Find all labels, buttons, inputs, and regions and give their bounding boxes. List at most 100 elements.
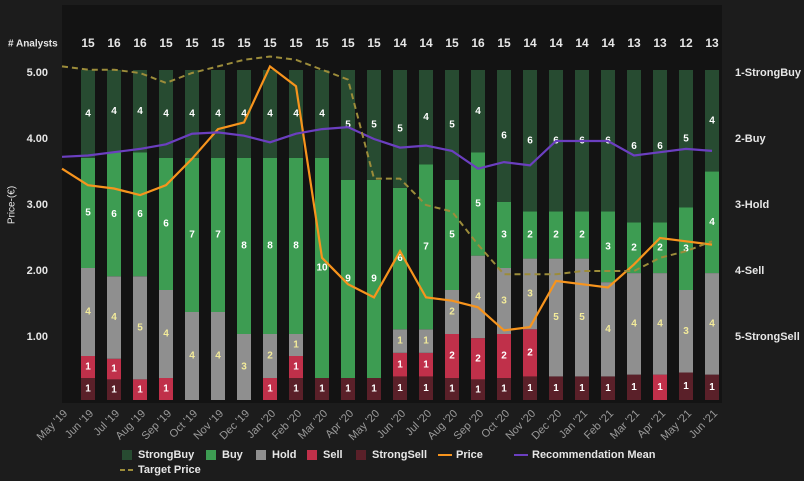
bar-segment [107, 152, 121, 277]
analyst-count: 15 [81, 36, 95, 50]
bar-label: 4 [85, 109, 91, 120]
bar-segment [159, 70, 173, 158]
legend-label: Price [456, 449, 483, 461]
bar-segment [341, 378, 355, 400]
bar-segment [419, 70, 433, 165]
bar-label: 2 [579, 230, 585, 241]
bar-segment [679, 207, 693, 290]
analyst-count: 15 [497, 36, 511, 50]
bar-label: 8 [241, 241, 247, 252]
bar-segment [705, 171, 719, 274]
bar-segment [185, 158, 199, 312]
analyst-count: 15 [263, 36, 277, 50]
bar-label: 5 [371, 120, 377, 131]
bar-label: 3 [605, 241, 611, 252]
bar-segment [419, 376, 433, 400]
bar-label: 1 [111, 384, 117, 395]
bar-label: 4 [475, 106, 481, 117]
bar-segment [159, 158, 173, 290]
bar-segment [575, 258, 589, 377]
bar-label: 1 [423, 336, 429, 347]
bar-label: 6 [397, 253, 403, 264]
bar-label: 1 [683, 381, 689, 392]
bar-label: 1 [397, 336, 403, 347]
bar-label: 2 [553, 230, 559, 241]
bar-segment [263, 334, 277, 378]
bar-segment [445, 180, 459, 290]
bar-label: 4 [215, 109, 221, 120]
bar-label: 4 [137, 106, 143, 117]
bar-label: 2 [501, 351, 507, 362]
bar-segment [263, 378, 277, 400]
bar-label: 1 [397, 359, 403, 370]
bar-label: 4 [605, 324, 611, 335]
y-tick-label: 4.00 [27, 133, 48, 145]
bar-label: 3 [683, 326, 689, 337]
bar-segment [341, 70, 355, 180]
bar-label: 10 [316, 263, 328, 274]
bar-segment [211, 70, 225, 158]
bar-segment [627, 273, 641, 375]
bar-segment [263, 70, 277, 158]
bar-label: 1 [657, 382, 663, 393]
bar-segment [497, 202, 511, 268]
bar-label: 1 [501, 384, 507, 395]
bar-segment [263, 158, 277, 334]
bar-label: 5 [475, 199, 481, 210]
bar-segment [81, 378, 95, 400]
legend-swatch [307, 450, 317, 460]
bar-segment [133, 379, 147, 400]
analyst-count: 14 [575, 36, 589, 50]
bar-label: 1 [631, 382, 637, 393]
bar-label: 6 [527, 135, 533, 146]
bar-segment [289, 334, 303, 356]
bar-segment [705, 374, 719, 400]
bar-label: 1 [293, 362, 299, 373]
bar-segment [289, 356, 303, 378]
bar-segment [471, 255, 485, 339]
bar-label: 6 [163, 219, 169, 230]
bar-segment [159, 290, 173, 378]
bar-label: 7 [423, 241, 429, 252]
legend-label: Recommendation Mean [532, 449, 656, 461]
analyst-count: 16 [133, 36, 147, 50]
bar-label: 4 [267, 109, 273, 120]
bar-label: 1 [371, 384, 377, 395]
bar-segment [471, 379, 485, 400]
bar-segment [601, 376, 615, 400]
bar-label: 2 [657, 242, 663, 253]
bar-label: 2 [449, 307, 455, 318]
bar-label: 5 [579, 312, 585, 323]
bar-label: 1 [475, 384, 481, 395]
bar-label: 2 [475, 353, 481, 364]
bar-segment [497, 378, 511, 400]
bar-segment [107, 70, 121, 153]
legend-swatch [356, 450, 366, 460]
bar-segment [497, 334, 511, 378]
y-tick-label: 3.00 [27, 199, 48, 211]
bar-label: 7 [189, 230, 195, 241]
bar-segment [679, 290, 693, 373]
legend-swatch [206, 450, 216, 460]
bar-label: 1 [527, 383, 533, 394]
bar-label: 1 [137, 384, 143, 395]
y2-tick-label: 1-StrongBuy [735, 67, 802, 79]
bar-segment [653, 70, 667, 223]
legend-swatch [122, 450, 132, 460]
bar-segment [315, 158, 329, 378]
legend-label: Buy [222, 449, 244, 461]
bar-label: 1 [85, 362, 91, 373]
bar-segment [81, 268, 95, 356]
bar-label: 4 [189, 351, 195, 362]
bar-label: 5 [449, 230, 455, 241]
bar-label: 1 [709, 382, 715, 393]
y2-tick-label: 4-Sell [735, 265, 764, 277]
bar-segment [679, 70, 693, 208]
bar-segment [601, 282, 615, 377]
y-axis-label: Price-(€) [7, 186, 18, 224]
bar-segment [653, 374, 667, 400]
bar-segment [81, 356, 95, 378]
bar-segment [289, 378, 303, 400]
bar-segment [523, 376, 537, 400]
bar-segment [367, 180, 381, 378]
